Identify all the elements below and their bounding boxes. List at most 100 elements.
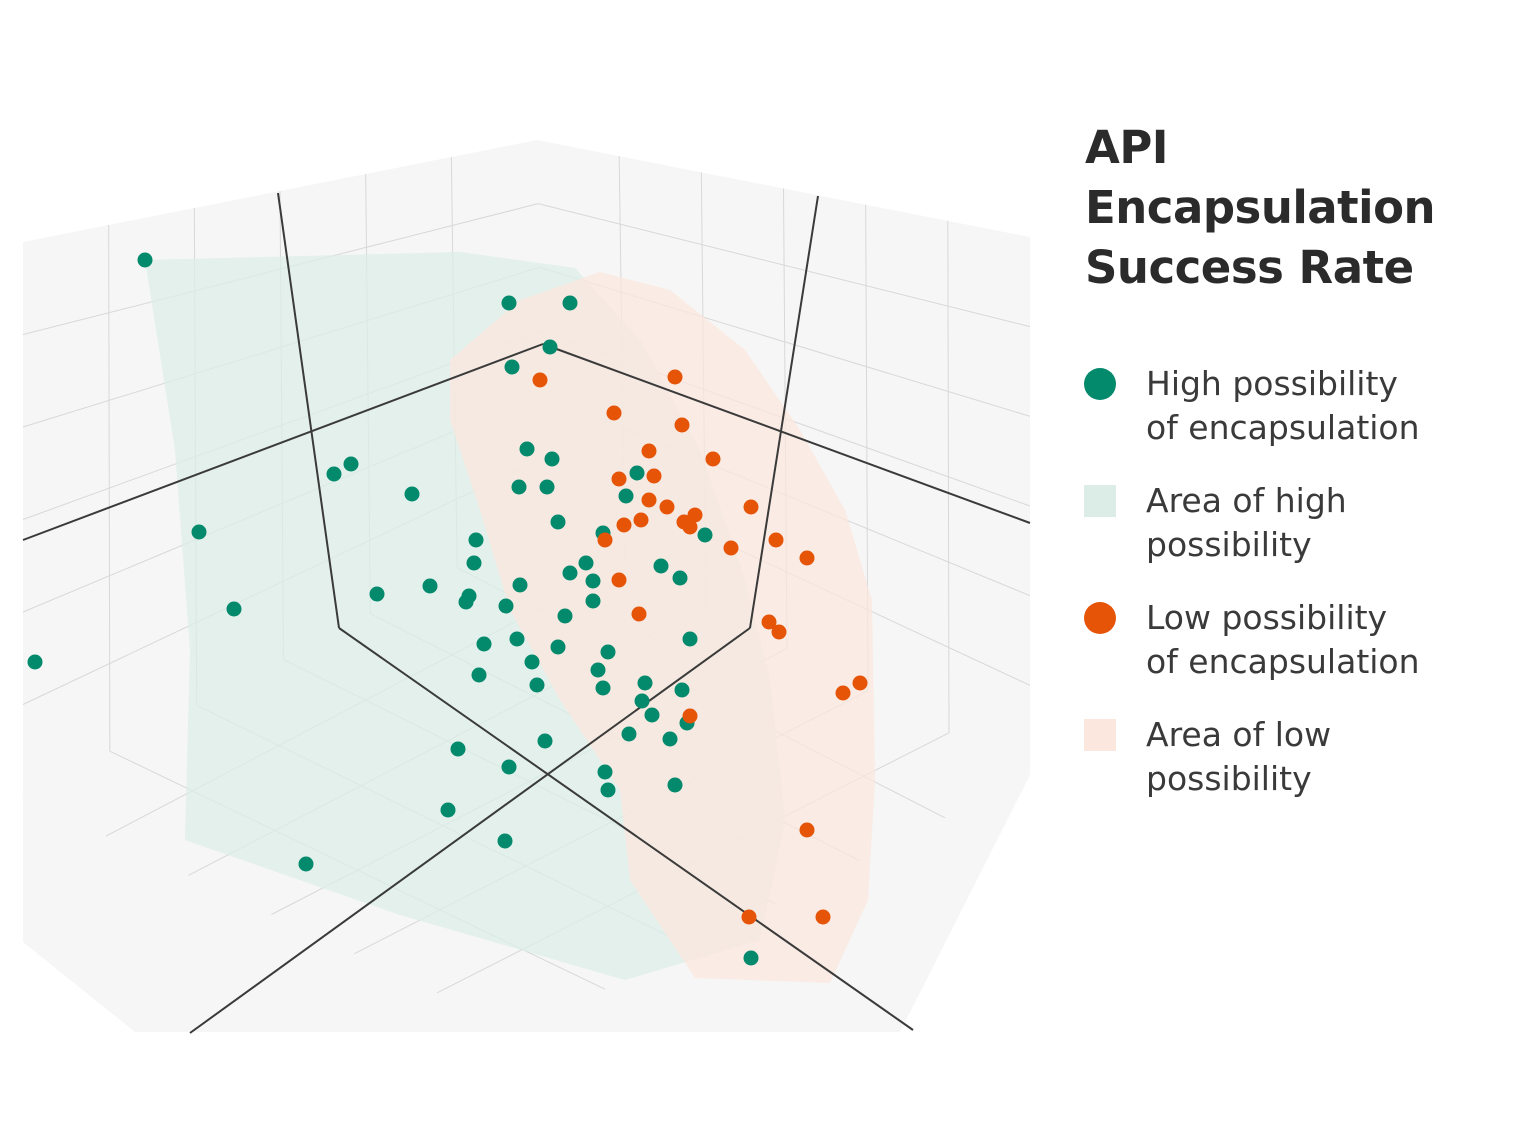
legend-label-line: High possibility	[1146, 364, 1398, 403]
high-possibility-point	[458, 594, 474, 610]
legend-item-low-points: Low possibility of encapsulation	[1084, 596, 1504, 713]
low-possibility-point	[646, 468, 662, 484]
high-possibility-point	[585, 593, 601, 609]
high-possibility-point	[497, 833, 513, 849]
low-possibility-point	[687, 507, 703, 523]
low-possibility-point	[723, 540, 739, 556]
high-possibility-point	[634, 693, 650, 709]
high-possibility-point	[519, 441, 535, 457]
legend-swatch-low-dot	[1084, 602, 1116, 634]
high-possibility-point	[422, 578, 438, 594]
high-possibility-point	[539, 479, 555, 495]
high-possibility-point	[674, 682, 690, 698]
axis-line-upper-left	[22, 343, 544, 541]
legend-swatch-high-dot	[1084, 368, 1116, 400]
high-possibility-point	[450, 741, 466, 757]
high-possibility-point	[600, 644, 616, 660]
low-possibility-point	[741, 909, 757, 925]
legend-label-line: possibility	[1146, 759, 1312, 798]
axis-line-floor-front	[189, 627, 751, 1034]
legend-item-high-area: Area of high possibility	[1084, 479, 1504, 596]
low-possibility-point	[815, 909, 831, 925]
low-possibility-point	[641, 443, 657, 459]
legend-label-high-points: High possibility of encapsulation	[1146, 362, 1420, 450]
low-possibility-point	[799, 822, 815, 838]
data-points	[27, 252, 868, 966]
low-possibility-point	[835, 685, 851, 701]
low-possibility-point	[611, 572, 627, 588]
high-possibility-point	[529, 677, 545, 693]
high-possibility-point	[590, 662, 606, 678]
high-possibility-point	[618, 488, 634, 504]
legend-item-low-area: Area of low possibility	[1084, 713, 1504, 830]
high-possibility-point	[667, 777, 683, 793]
high-possibility-point	[597, 764, 613, 780]
legend-label-high-area: Area of high possibility	[1146, 479, 1347, 567]
high-possibility-point	[544, 451, 560, 467]
axis-line-upper-right	[542, 343, 1031, 524]
low-possibility-point	[852, 675, 868, 691]
high-possibility-point	[697, 527, 713, 543]
high-possibility-point	[743, 950, 759, 966]
low-possibility-point	[631, 606, 647, 622]
low-possibility-point	[633, 512, 649, 528]
low-possibility-point	[597, 532, 613, 548]
legend-label-line: possibility	[1146, 525, 1312, 564]
chart-title: API Encapsulation Success Rate	[1085, 118, 1505, 298]
low-possibility-point	[761, 614, 777, 630]
low-possibility-point	[768, 532, 784, 548]
high-possibility-point	[562, 565, 578, 581]
high-possibility-point	[501, 295, 517, 311]
high-possibility-point	[404, 486, 420, 502]
low-possibility-point	[641, 492, 657, 508]
low-possibility-area	[450, 272, 875, 983]
high-possibility-point	[653, 558, 669, 574]
legend-label-line: Area of low	[1146, 715, 1332, 754]
high-possibility-point	[191, 524, 207, 540]
high-possibility-point	[621, 726, 637, 742]
legend-item-high-points: High possibility of encapsulation	[1084, 362, 1504, 479]
scatter-plot-3d	[22, 156, 1031, 1034]
high-possibility-point	[27, 654, 43, 670]
high-possibility-point	[562, 295, 578, 311]
high-possibility-point	[369, 586, 385, 602]
low-possibility-point	[682, 519, 698, 535]
low-possibility-point	[616, 517, 632, 533]
high-possibility-point	[644, 707, 660, 723]
low-possibility-point	[659, 499, 675, 515]
low-possibility-point	[682, 708, 698, 724]
legend-label-low-points: Low possibility of encapsulation	[1146, 596, 1420, 684]
high-possibility-point	[682, 631, 698, 647]
high-possibility-point	[637, 675, 653, 691]
title-line-2: Encapsulation	[1085, 181, 1436, 234]
high-possibility-point	[466, 555, 482, 571]
title-line-3: Success Rate	[1085, 241, 1414, 294]
title-line-1: API	[1085, 121, 1169, 174]
high-possibility-point	[498, 598, 514, 614]
low-possibility-point	[606, 405, 622, 421]
high-possibility-point	[476, 636, 492, 652]
legend-label-line: of encapsulation	[1146, 642, 1420, 681]
low-possibility-point	[667, 369, 683, 385]
high-possibility-point	[468, 532, 484, 548]
high-possibility-point	[440, 802, 456, 818]
legend-label-line: Low possibility	[1146, 598, 1388, 637]
low-possibility-point	[743, 499, 759, 515]
high-possibility-point	[298, 856, 314, 872]
high-possibility-point	[550, 514, 566, 530]
high-possibility-point	[550, 639, 566, 655]
high-possibility-point	[504, 359, 520, 375]
low-possibility-point	[532, 372, 548, 388]
legend-swatch-high-area	[1084, 485, 1116, 517]
high-possibility-point	[501, 759, 517, 775]
high-possibility-point	[137, 252, 153, 268]
axis-lines	[22, 192, 1031, 1034]
legend-swatch-low-area	[1084, 719, 1116, 751]
high-possibility-point	[600, 782, 616, 798]
legend: High possibility of encapsulation Area o…	[1084, 362, 1504, 830]
high-possibility-point	[578, 555, 594, 571]
low-possibility-point	[705, 451, 721, 467]
high-possibility-point	[511, 479, 527, 495]
high-possibility-point	[672, 570, 688, 586]
low-possibility-point	[611, 471, 627, 487]
